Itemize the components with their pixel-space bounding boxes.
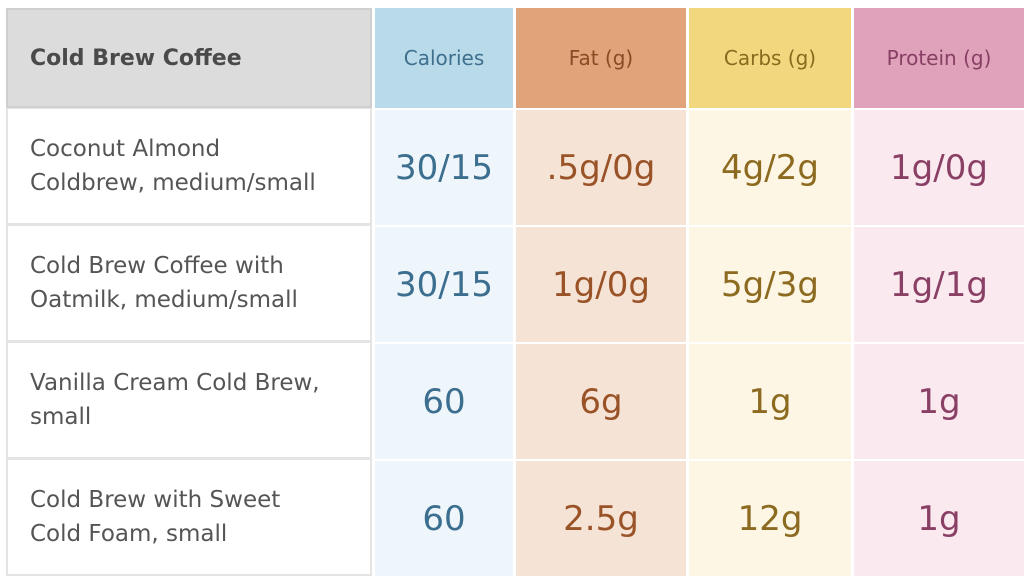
header-protein: Protein (g) <box>854 8 1024 108</box>
row-3-calories: 60 <box>375 342 513 459</box>
row-3-name-line2: small <box>30 404 92 430</box>
row-1-carbs: 4g/2g <box>689 108 851 225</box>
row-3-name: Vanilla Cream Cold Brew, small <box>6 342 372 459</box>
row-3-fat: 6g <box>516 342 686 459</box>
header-calories: Calories <box>375 8 513 108</box>
row-2-protein: 1g/1g <box>854 225 1024 342</box>
row-4-calories: 60 <box>375 459 513 576</box>
nutrition-table: Cold Brew Coffee Calories Fat (g) Carbs … <box>6 8 1024 576</box>
row-1-name-line2: Coldbrew, medium/small <box>30 170 316 196</box>
row-4-name-line2: Cold Foam, small <box>30 521 228 547</box>
row-1-name-line1: Coconut Almond <box>30 136 221 162</box>
row-4-name-line1: Cold Brew with Sweet <box>30 487 281 513</box>
row-4-carbs: 12g <box>689 459 851 576</box>
row-2-calories: 30/15 <box>375 225 513 342</box>
header-fat: Fat (g) <box>516 8 686 108</box>
header-carbs: Carbs (g) <box>689 8 851 108</box>
row-2-carbs: 5g/3g <box>689 225 851 342</box>
row-4-protein: 1g <box>854 459 1024 576</box>
header-item: Cold Brew Coffee <box>6 8 372 108</box>
row-3-name-line1: Vanilla Cream Cold Brew, <box>30 370 320 396</box>
row-4-name: Cold Brew with Sweet Cold Foam, small <box>6 459 372 576</box>
row-2-name: Cold Brew Coffee with Oatmilk, medium/sm… <box>6 225 372 342</box>
row-3-carbs: 1g <box>689 342 851 459</box>
row-1-name: Coconut Almond Coldbrew, medium/small <box>6 108 372 225</box>
row-1-protein: 1g/0g <box>854 108 1024 225</box>
row-2-fat: 1g/0g <box>516 225 686 342</box>
row-2-name-line2: Oatmilk, medium/small <box>30 287 298 313</box>
row-2-name-line1: Cold Brew Coffee with <box>30 253 284 279</box>
row-3-protein: 1g <box>854 342 1024 459</box>
row-1-calories: 30/15 <box>375 108 513 225</box>
row-1-fat: .5g/0g <box>516 108 686 225</box>
row-4-fat: 2.5g <box>516 459 686 576</box>
